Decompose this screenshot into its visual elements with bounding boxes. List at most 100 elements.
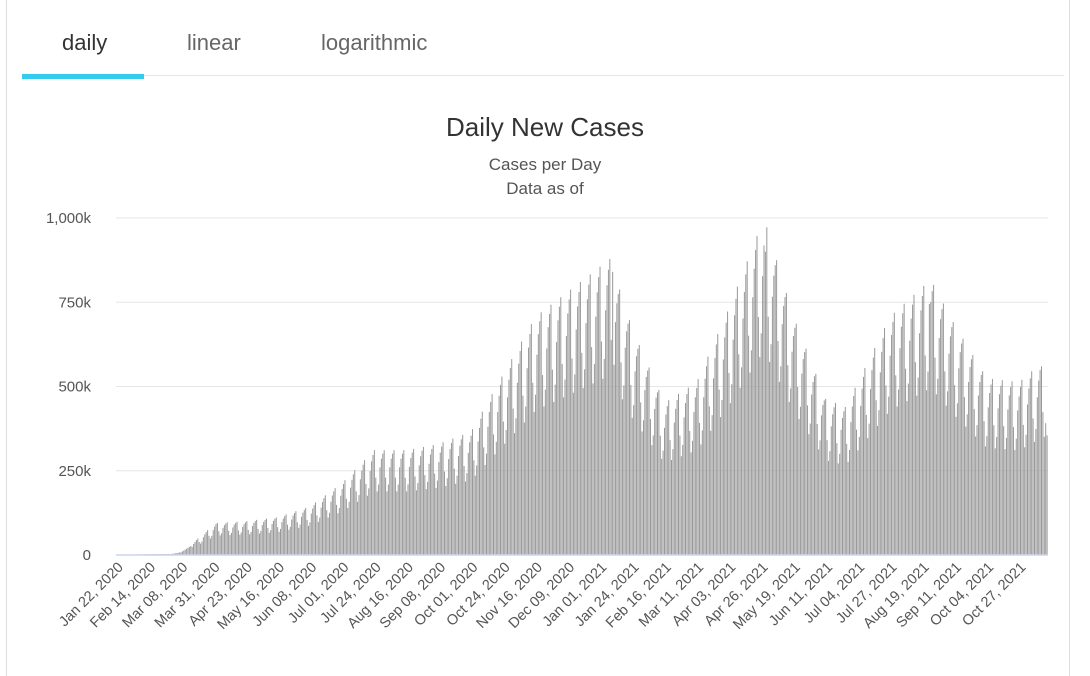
bar	[473, 460, 475, 555]
bar	[889, 355, 891, 555]
bar	[403, 450, 405, 555]
bar	[1015, 438, 1017, 555]
bar	[784, 297, 786, 555]
bar	[260, 531, 262, 555]
bar	[840, 429, 842, 555]
bar	[448, 459, 450, 555]
bar	[729, 403, 731, 555]
bar	[225, 523, 227, 555]
bar	[463, 465, 465, 555]
bar	[257, 528, 259, 555]
bar	[284, 516, 286, 555]
bar	[449, 449, 451, 555]
bar	[804, 352, 806, 555]
tab-daily[interactable]: daily	[62, 30, 108, 55]
bar	[378, 484, 380, 555]
bar	[816, 423, 818, 555]
bar	[256, 519, 258, 555]
bar	[261, 525, 263, 555]
bar	[1012, 427, 1014, 555]
bar	[959, 352, 961, 555]
bar	[340, 495, 342, 555]
bar	[312, 508, 314, 555]
bar	[355, 491, 357, 555]
bar	[486, 453, 488, 555]
y-tick-label: 500k	[58, 379, 91, 396]
bar	[940, 319, 942, 555]
bar	[907, 383, 909, 555]
bar	[947, 391, 949, 555]
bar	[386, 491, 388, 555]
bar	[286, 524, 288, 555]
bar	[265, 518, 267, 555]
bar	[317, 521, 319, 555]
bar	[863, 376, 865, 555]
bar	[455, 483, 457, 555]
bar	[397, 484, 399, 555]
bar	[801, 373, 803, 555]
bar	[184, 549, 186, 555]
bar	[710, 430, 712, 555]
bar	[661, 458, 663, 555]
bar	[226, 522, 228, 555]
bar	[612, 271, 614, 555]
tab-linear[interactable]: linear	[187, 30, 241, 55]
bar	[247, 529, 249, 555]
bar	[281, 522, 283, 555]
bar	[413, 448, 415, 555]
bar	[797, 387, 799, 555]
bar	[525, 406, 527, 555]
bar	[341, 488, 343, 555]
bar	[963, 397, 965, 555]
bar	[591, 347, 593, 555]
bar	[755, 249, 757, 556]
bar	[839, 453, 841, 555]
bar	[218, 531, 220, 555]
bar	[672, 449, 674, 555]
bar	[631, 417, 633, 555]
bar	[539, 321, 541, 555]
bar	[987, 407, 989, 555]
bar	[186, 548, 188, 555]
bar	[808, 434, 810, 555]
bar	[299, 524, 301, 555]
bar	[516, 382, 518, 555]
bar	[602, 378, 604, 555]
bar	[215, 523, 217, 555]
bar	[834, 402, 836, 555]
bar	[205, 532, 207, 555]
bar	[407, 484, 409, 555]
bar	[507, 397, 509, 555]
bar	[756, 235, 758, 555]
bar	[593, 364, 595, 555]
bar	[933, 284, 935, 555]
tab-bar	[22, 0, 1064, 76]
tab-logarithmic[interactable]: logarithmic	[321, 30, 428, 55]
bar	[511, 359, 513, 555]
bar	[313, 505, 315, 555]
bar	[575, 329, 577, 555]
bar	[759, 357, 761, 555]
bar	[870, 389, 872, 555]
bar	[310, 513, 312, 555]
bar	[371, 461, 373, 555]
bar	[394, 477, 396, 555]
bar	[671, 460, 673, 555]
bar	[916, 395, 918, 555]
bar	[745, 274, 747, 555]
bar	[1007, 409, 1009, 555]
bar	[277, 527, 279, 555]
bar	[771, 296, 773, 555]
bar	[692, 440, 694, 555]
bar	[846, 443, 848, 555]
bar	[858, 437, 860, 555]
bar	[474, 475, 476, 555]
bar	[250, 531, 252, 555]
bar	[338, 508, 340, 555]
bar	[208, 535, 210, 555]
bar	[322, 502, 324, 555]
bar	[812, 382, 814, 555]
bar	[654, 408, 656, 555]
bar	[1001, 380, 1003, 555]
bar	[720, 417, 722, 555]
